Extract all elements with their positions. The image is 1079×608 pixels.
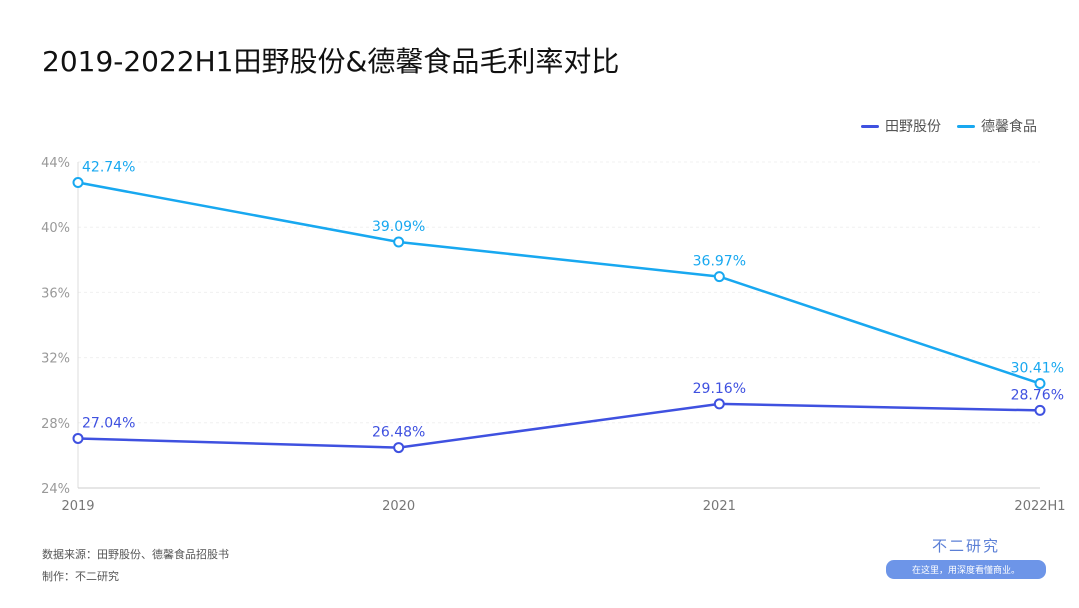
- author-note: 制作：不二研究: [42, 570, 119, 583]
- data-point: [393, 236, 405, 248]
- data-label: 30.41%: [1011, 361, 1064, 377]
- data-label: 36.97%: [693, 254, 746, 270]
- legend-swatch: [957, 124, 975, 128]
- data-point: [713, 398, 725, 410]
- source-note: 数据来源：田野股份、德馨食品招股书: [42, 548, 229, 561]
- brand-logo: 不二研究 在这里，用深度看懂商业。: [886, 535, 1046, 579]
- data-label: 29.16%: [693, 381, 746, 397]
- data-label: 27.04%: [82, 415, 135, 431]
- chart-title: 2019-2022H1田野股份&德馨食品毛利率对比: [42, 45, 620, 78]
- y-tick-label: 28%: [41, 417, 70, 432]
- data-point: [72, 177, 84, 189]
- series-line: [77, 181, 1041, 385]
- data-point: [1034, 404, 1046, 416]
- data-label: 26.48%: [372, 425, 425, 441]
- logo-tagline: 在这里，用深度看懂商业。: [886, 560, 1046, 579]
- y-tick-label: 40%: [41, 221, 70, 236]
- data-label: 39.09%: [372, 219, 425, 235]
- y-tick-label: 24%: [41, 482, 70, 497]
- logo-name: 不二研究: [931, 537, 1000, 555]
- legend-swatch: [861, 124, 879, 128]
- legend-item-dexin[interactable]: 德馨食品: [957, 116, 1037, 136]
- data-point: [713, 271, 725, 283]
- data-point: [1034, 378, 1046, 390]
- legend-label: 德馨食品: [981, 119, 1037, 135]
- data-point: [393, 442, 405, 454]
- data-label: 28.76%: [1011, 387, 1064, 403]
- y-tick-label: 36%: [41, 286, 70, 301]
- x-tick-label: 2022H1: [1014, 499, 1065, 514]
- x-tick-label: 2021: [703, 499, 736, 514]
- legend-label: 田野股份: [885, 119, 941, 135]
- x-tick-label: 2020: [382, 499, 415, 514]
- data-label: 42.74%: [82, 160, 135, 176]
- legend: 田野股份 德馨食品: [861, 116, 1037, 136]
- legend-item-tianye[interactable]: 田野股份: [861, 116, 941, 136]
- y-tick-label: 32%: [41, 352, 70, 367]
- data-point: [72, 432, 84, 444]
- y-tick-label: 44%: [41, 156, 70, 171]
- series-line: [77, 402, 1041, 449]
- x-tick-label: 2019: [61, 499, 94, 514]
